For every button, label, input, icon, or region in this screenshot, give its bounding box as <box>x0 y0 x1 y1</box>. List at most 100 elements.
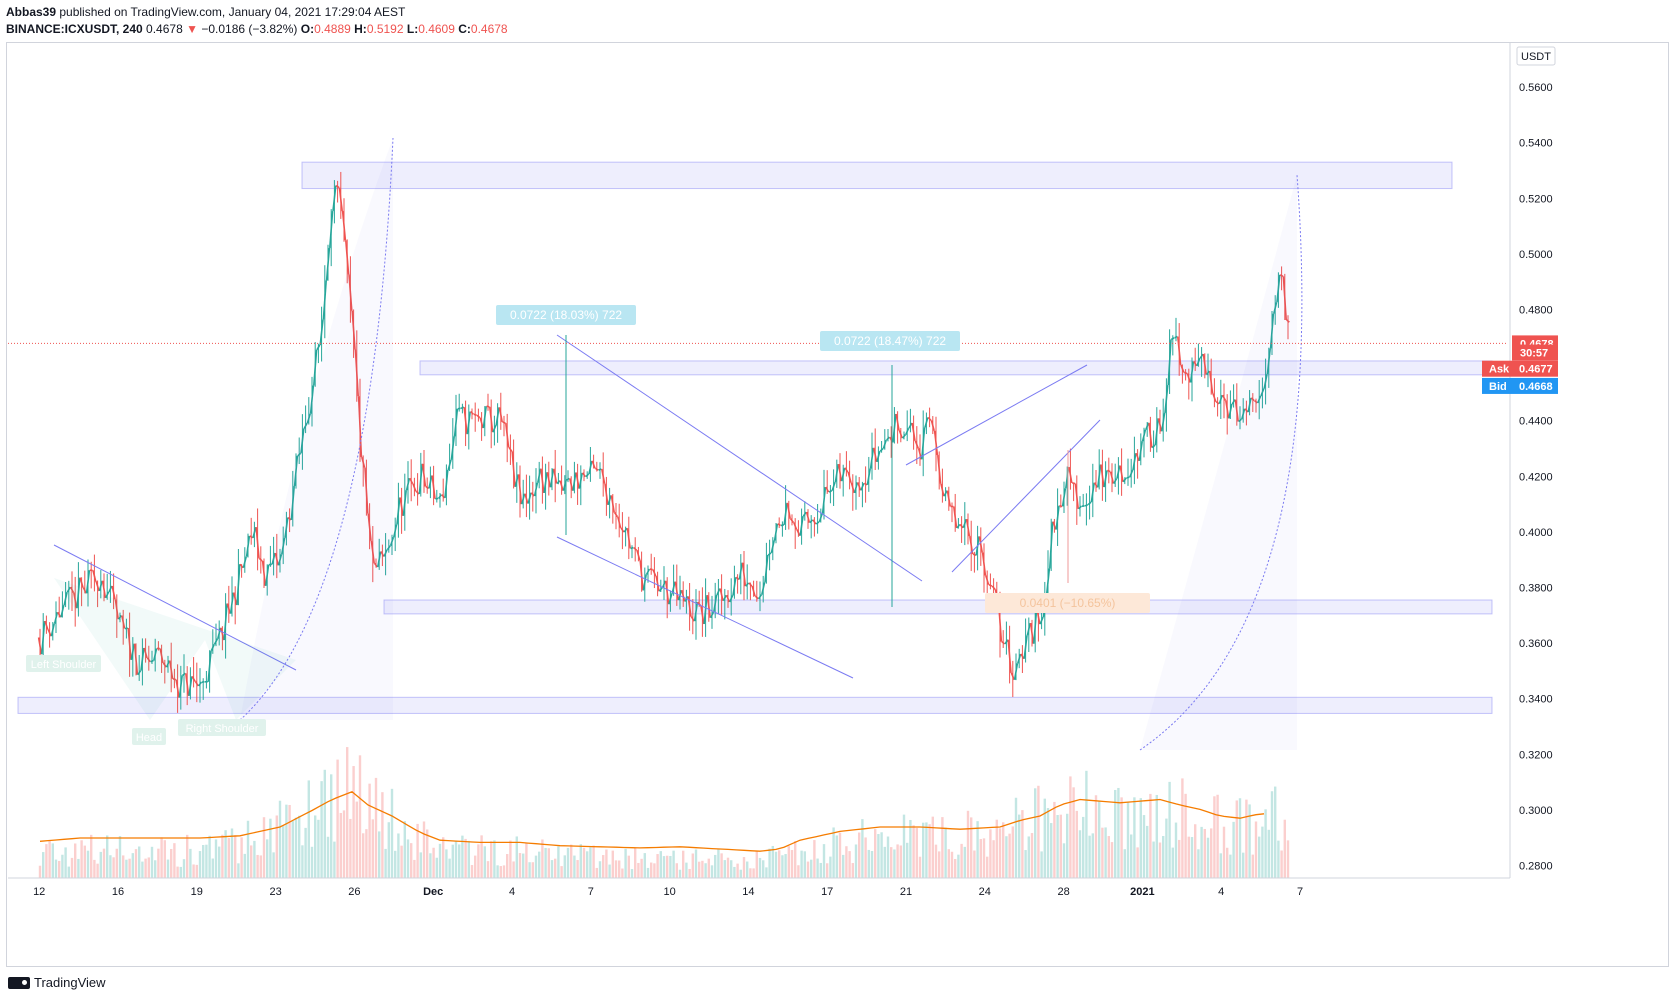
candle-body <box>127 628 132 660</box>
volume-bar <box>176 866 179 878</box>
pattern-label-box <box>132 728 166 745</box>
volume-bar <box>80 840 83 878</box>
volume-bar <box>1203 828 1206 878</box>
candle-body <box>1004 639 1009 645</box>
volume-bar <box>1133 797 1136 878</box>
candle-body <box>703 595 708 625</box>
volume-bar <box>1242 852 1245 878</box>
candle-body <box>1196 357 1201 367</box>
candle-body <box>108 585 113 593</box>
volume-bar <box>211 858 214 878</box>
volume-bar <box>573 855 576 878</box>
volume-bar <box>122 855 125 878</box>
pattern-label-box <box>26 655 101 672</box>
volume-bar <box>102 848 106 878</box>
candle-body <box>319 319 324 346</box>
volume-bar <box>870 851 874 878</box>
volume-bar <box>496 865 499 878</box>
volume-bar <box>579 844 582 878</box>
zone-rect <box>419 360 1493 376</box>
candle-body <box>898 430 903 439</box>
bid-ask-tag <box>1482 377 1558 394</box>
volume-bar <box>736 863 739 878</box>
candle-body <box>117 615 123 620</box>
volume-bar <box>752 868 755 878</box>
candle-body <box>383 549 388 557</box>
volume-bar <box>586 851 589 878</box>
volume-bar <box>1200 826 1203 878</box>
trend-line <box>556 334 923 582</box>
candle-body <box>566 477 570 481</box>
measure-label: 0.0722 (18.47%) 722 <box>834 334 946 348</box>
candle-body <box>630 546 634 550</box>
candle-body <box>549 468 555 488</box>
candle-body <box>428 475 433 489</box>
candle-body <box>290 486 295 520</box>
candle-body <box>668 593 673 605</box>
volume-bar <box>986 856 989 878</box>
candle-body <box>1279 274 1284 278</box>
candle-body <box>1254 400 1258 404</box>
volume-bar <box>1181 778 1184 878</box>
volume-moving-average <box>39 791 1265 852</box>
volume-bar <box>867 849 870 878</box>
volume-bar <box>64 847 67 878</box>
candle-body <box>601 468 606 484</box>
volume-bar <box>534 855 538 878</box>
volume-bar <box>778 850 781 878</box>
author-name[interactable]: Abbas39 <box>6 5 57 19</box>
high-value: 0.5192 <box>366 22 404 36</box>
candle-body <box>495 407 500 426</box>
x-tick-label: 28 <box>1057 886 1069 898</box>
candle-body <box>492 425 497 433</box>
volume-bar <box>422 821 426 878</box>
volume-bar <box>1222 826 1226 878</box>
volume-bar <box>758 857 762 878</box>
footer-brand[interactable]: TradingView <box>34 975 106 990</box>
volume-bar <box>918 856 922 878</box>
candle-body <box>293 455 299 487</box>
candle-body <box>1263 374 1268 389</box>
candle-body <box>325 247 331 281</box>
symbol-label[interactable]: BINANCE:ICXUSDT, 240 <box>6 22 143 36</box>
volume-bar <box>186 834 189 878</box>
candle-body <box>329 210 334 249</box>
candle-body <box>213 638 219 645</box>
candle-body <box>1234 399 1239 422</box>
candle-body <box>447 459 452 471</box>
candle-body <box>188 676 193 696</box>
volume-bar <box>51 843 54 878</box>
volume-bar <box>1046 808 1050 878</box>
volume-bar <box>1011 826 1014 878</box>
candle-body <box>1145 422 1150 431</box>
candle-body <box>220 627 225 641</box>
volume-bar <box>640 858 643 878</box>
volume-bar <box>378 831 381 878</box>
candle-body <box>281 537 286 555</box>
volume-bar <box>368 783 371 878</box>
volume-bar <box>922 822 925 878</box>
volume-bar <box>637 862 640 878</box>
volume-bar <box>1082 816 1085 878</box>
x-tick-label: 26 <box>348 886 360 898</box>
volume-bar <box>893 849 896 878</box>
volume-bar <box>294 817 298 878</box>
candle-body <box>713 594 718 613</box>
candle-body <box>316 344 321 351</box>
volume-bar <box>1059 814 1062 878</box>
volume-bar <box>384 848 387 878</box>
volume-bar <box>1152 841 1155 878</box>
candle-body <box>617 516 622 529</box>
candle-body <box>821 486 827 514</box>
volume-bar <box>83 845 86 878</box>
volume-bar <box>474 855 477 878</box>
volume-bar <box>352 766 355 878</box>
volume-bar <box>838 832 842 878</box>
x-tick-label: Dec <box>423 886 443 898</box>
candle-body <box>1007 639 1012 674</box>
candle-body <box>665 580 670 605</box>
candle-body <box>1257 395 1262 404</box>
candle-body <box>530 492 535 497</box>
volume-bar <box>400 845 403 878</box>
